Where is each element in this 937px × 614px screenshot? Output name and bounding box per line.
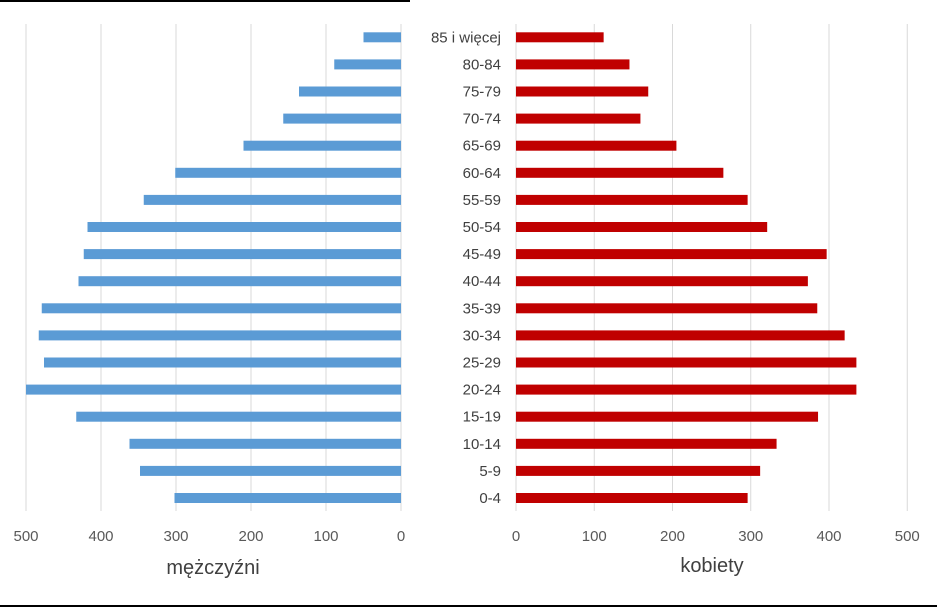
women-bar	[516, 357, 857, 368]
age-group-label: 10-14	[463, 436, 501, 453]
age-group-label: 65-69	[463, 138, 501, 155]
age-group-label: 80-84	[463, 56, 501, 73]
men-bar	[41, 303, 401, 314]
age-group-label: 0-4	[479, 490, 501, 507]
age-group-label: 45-49	[463, 246, 501, 263]
men-tick-label: 500	[13, 528, 38, 545]
age-group-label: 60-64	[463, 165, 501, 182]
age-group-label: 50-54	[463, 219, 501, 236]
women-tick-label: 200	[660, 528, 685, 545]
age-group-label: 70-74	[463, 111, 501, 128]
age-group-label: 20-24	[463, 382, 501, 399]
men-bar	[78, 276, 401, 287]
women-bar	[516, 438, 777, 449]
women-tick-label: 500	[895, 528, 920, 545]
men-tick-label: 200	[238, 528, 263, 545]
age-group-label: 5-9	[479, 463, 501, 480]
age-group-label: 75-79	[463, 84, 501, 101]
women-tick-label: 400	[816, 528, 841, 545]
women-bar	[516, 303, 818, 314]
men-bar	[299, 86, 401, 97]
women-bar	[516, 194, 748, 205]
women-bar	[516, 167, 724, 178]
age-group-label: 30-34	[463, 327, 501, 344]
men-axis-label: mężczyźni	[166, 557, 259, 579]
women-bar	[516, 32, 604, 43]
men-bar	[283, 113, 401, 124]
women-bar	[516, 411, 819, 422]
age-group-label: 25-29	[463, 355, 501, 372]
bottom-border-line	[0, 605, 937, 607]
women-chart: 0 100 200 300 400 500 kobiety	[512, 24, 920, 577]
top-border-line	[0, 0, 410, 2]
men-gridlines	[25, 24, 402, 511]
age-group-label: 85 i więcej	[431, 29, 501, 46]
men-tick-label: 300	[163, 528, 188, 545]
women-bars	[516, 32, 857, 503]
age-group-label: 40-44	[463, 273, 501, 290]
women-axis-label: kobiety	[680, 555, 743, 577]
women-tick-label: 300	[738, 528, 763, 545]
women-bar	[516, 330, 845, 341]
men-bar	[44, 357, 401, 368]
age-group-label: 55-59	[463, 192, 501, 209]
men-tick-label: 100	[313, 528, 338, 545]
men-bars	[26, 32, 401, 503]
men-tick-labels: 500 400 300 200 100 0	[13, 528, 405, 545]
women-bar	[516, 384, 857, 395]
men-bar	[76, 411, 401, 422]
men-bar	[334, 59, 401, 70]
women-tick-label: 100	[582, 528, 607, 545]
men-bar	[83, 249, 401, 260]
women-tick-label: 0	[512, 528, 520, 545]
men-bar	[174, 493, 401, 503]
men-chart: 500 400 300 200 100 0 mężczyźni	[13, 24, 405, 579]
age-group-label: 15-19	[463, 409, 501, 426]
women-bar	[516, 140, 677, 151]
men-bar	[363, 32, 401, 43]
women-bar	[516, 249, 827, 260]
men-bar	[143, 194, 401, 205]
men-bar	[140, 465, 401, 476]
women-bar	[516, 276, 808, 287]
women-gridlines	[515, 24, 908, 511]
women-bar	[516, 222, 768, 232]
men-tick-label: 0	[397, 528, 405, 545]
women-bar	[516, 86, 649, 97]
men-bar	[87, 222, 401, 232]
women-bar	[516, 113, 641, 124]
men-bar	[129, 438, 401, 449]
women-bar	[516, 493, 748, 503]
men-tick-label: 400	[88, 528, 113, 545]
age-group-labels: 0-4 5-9 10-14 15-19 20-24 25-29 30-34 35-39 40-4…	[431, 29, 501, 507]
women-bar	[516, 465, 761, 476]
women-bar	[516, 59, 630, 70]
men-bar	[175, 167, 401, 178]
men-bar	[26, 384, 401, 395]
age-group-label: 35-39	[463, 300, 501, 317]
men-bar	[243, 140, 401, 151]
women-tick-labels: 0 100 200 300 400 500	[512, 528, 920, 545]
men-bar	[38, 330, 401, 341]
